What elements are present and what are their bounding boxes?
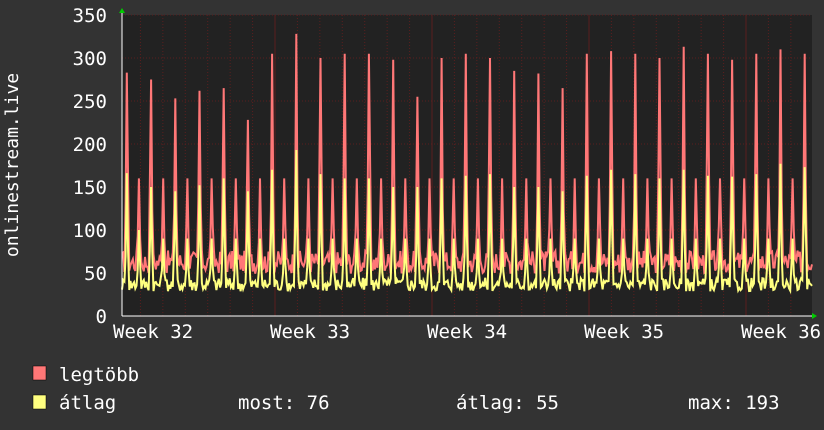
y-tick-label: 300 [73, 48, 107, 70]
x-tick-label: Week 32 [113, 321, 193, 343]
legend-label-legtobb: legtöbb [59, 364, 139, 386]
y-tick-labels: 0 50 100 150 200 250 300 350 [73, 5, 107, 328]
series-line-atlag [121, 149, 813, 295]
y-tick-label: 100 [73, 220, 107, 242]
stat-atlag: átlag: 55 [456, 392, 559, 414]
x-tick-label: Week 36 [741, 321, 821, 343]
y-axis-arrow-icon [119, 8, 125, 13]
stat-max: max: 193 [688, 392, 780, 414]
y-tick-label: 150 [73, 177, 107, 199]
legend-swatch-atlag [32, 394, 47, 410]
legend-label-atlag: átlag [59, 392, 116, 414]
x-tick-label: Week 35 [584, 321, 664, 343]
legend: legtöbb átlag most: 76 átlag: 55 max: 19… [32, 364, 780, 414]
legend-swatch-legtobb [32, 365, 47, 381]
y-tick-label: 350 [73, 5, 107, 27]
y-tick-label: 250 [73, 91, 107, 113]
x-tick-labels: Week 32 Week 33 Week 34 Week 35 Week 36 [113, 321, 821, 343]
x-tick-label: Week 34 [427, 321, 507, 343]
stat-most: most: 76 [238, 392, 330, 414]
x-axis-arrow-icon [812, 313, 817, 319]
series-area [121, 33, 813, 295]
y-tick-label: 200 [73, 134, 107, 156]
y-axis-label: onlinestream.live [2, 73, 23, 257]
y-tick-label: 50 [84, 263, 107, 285]
y-tick-label: 0 [96, 306, 107, 328]
x-tick-label: Week 33 [270, 321, 350, 343]
